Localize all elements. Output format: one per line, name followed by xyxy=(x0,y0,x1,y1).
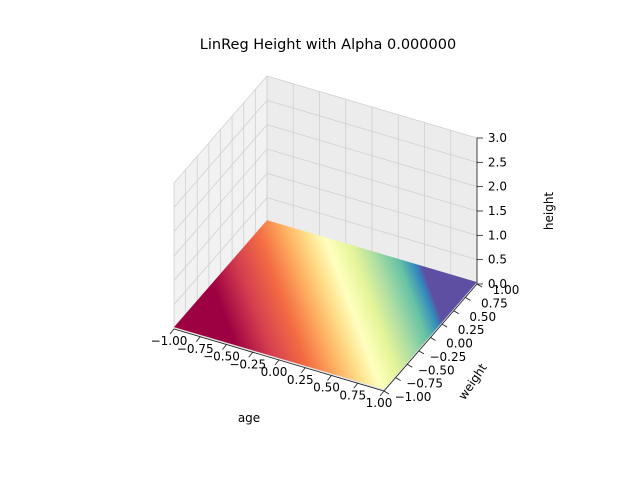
z-tick-label: 0.0 xyxy=(488,277,507,291)
z-tick-label: 3.0 xyxy=(488,131,507,145)
tick-mark xyxy=(327,375,332,381)
y-tick-label: 0.50 xyxy=(469,310,496,324)
tick-mark xyxy=(383,390,390,395)
tick-mark xyxy=(453,310,459,315)
gridline-z-back xyxy=(266,197,478,261)
gridline-z-back xyxy=(266,172,478,236)
x-tick-label: −0.50 xyxy=(203,350,240,364)
tick-mark xyxy=(353,383,359,389)
tick-mark xyxy=(441,323,448,328)
gridline-z-back xyxy=(266,148,478,212)
x-tick-label: 1.00 xyxy=(366,396,393,410)
gridline-z-back xyxy=(266,75,478,139)
gridline-z-back xyxy=(266,99,478,163)
surface-plane xyxy=(174,220,477,390)
x-tick-label: 0.50 xyxy=(313,381,340,395)
y-axis-label: weight xyxy=(456,361,490,403)
chart-title: LinReg Height with Alpha 0.000000 xyxy=(200,37,456,53)
tick-mark xyxy=(465,297,471,301)
surface xyxy=(174,220,477,390)
gridline-z-left xyxy=(173,173,268,281)
tick-mark xyxy=(379,390,385,397)
z-tick-label: 0.5 xyxy=(488,253,507,267)
x-tick-label: 0.75 xyxy=(339,388,366,402)
x-tick-label: −0.25 xyxy=(229,357,266,371)
x-tick-label: −0.75 xyxy=(177,342,214,356)
y-tick-label: 0.75 xyxy=(481,296,508,310)
y-tick-label: 0.00 xyxy=(446,337,473,351)
tick-mark xyxy=(195,336,201,342)
y-tick-label: 0.25 xyxy=(458,323,485,337)
y-tick-label: −0.25 xyxy=(429,350,466,364)
tick-mark xyxy=(274,359,280,366)
tick-mark xyxy=(248,352,254,358)
tick-mark xyxy=(418,350,425,355)
tick-labels: −1.00−0.75−0.50−0.250.000.250.500.751.00… xyxy=(151,131,520,410)
gridline-z-left xyxy=(173,124,268,232)
x-axis-label: age xyxy=(238,411,260,425)
z-tick-label: 2.5 xyxy=(488,155,507,169)
x-tick-label: 0.25 xyxy=(287,373,314,387)
tick-mark xyxy=(430,337,436,341)
gridline-z-left xyxy=(173,75,268,184)
tick-mark xyxy=(300,367,306,373)
z-tick-label: 1.5 xyxy=(488,204,507,218)
y-tick-label: −0.50 xyxy=(418,363,455,377)
y-tick-label: −1.00 xyxy=(395,390,432,404)
gridline-z-left xyxy=(173,197,268,305)
tick-mark xyxy=(222,344,227,350)
x-tick-label: 0.00 xyxy=(261,365,288,379)
z-tick-label: 2.0 xyxy=(488,180,507,194)
tick-mark xyxy=(407,363,413,368)
tick-mark xyxy=(169,328,175,335)
gridline-z-left xyxy=(173,148,268,257)
z-axis-label: height xyxy=(542,192,556,231)
y-tick-label: 1.00 xyxy=(493,283,520,297)
y-tick-label: −0.75 xyxy=(406,377,443,391)
z-tick-label: 1.0 xyxy=(488,228,507,242)
gridline-z-left xyxy=(173,100,268,208)
tick-mark xyxy=(395,377,401,381)
gridline-z-back xyxy=(266,124,478,188)
x-tick-label: −1.00 xyxy=(151,334,188,348)
tick-mark xyxy=(476,283,483,288)
